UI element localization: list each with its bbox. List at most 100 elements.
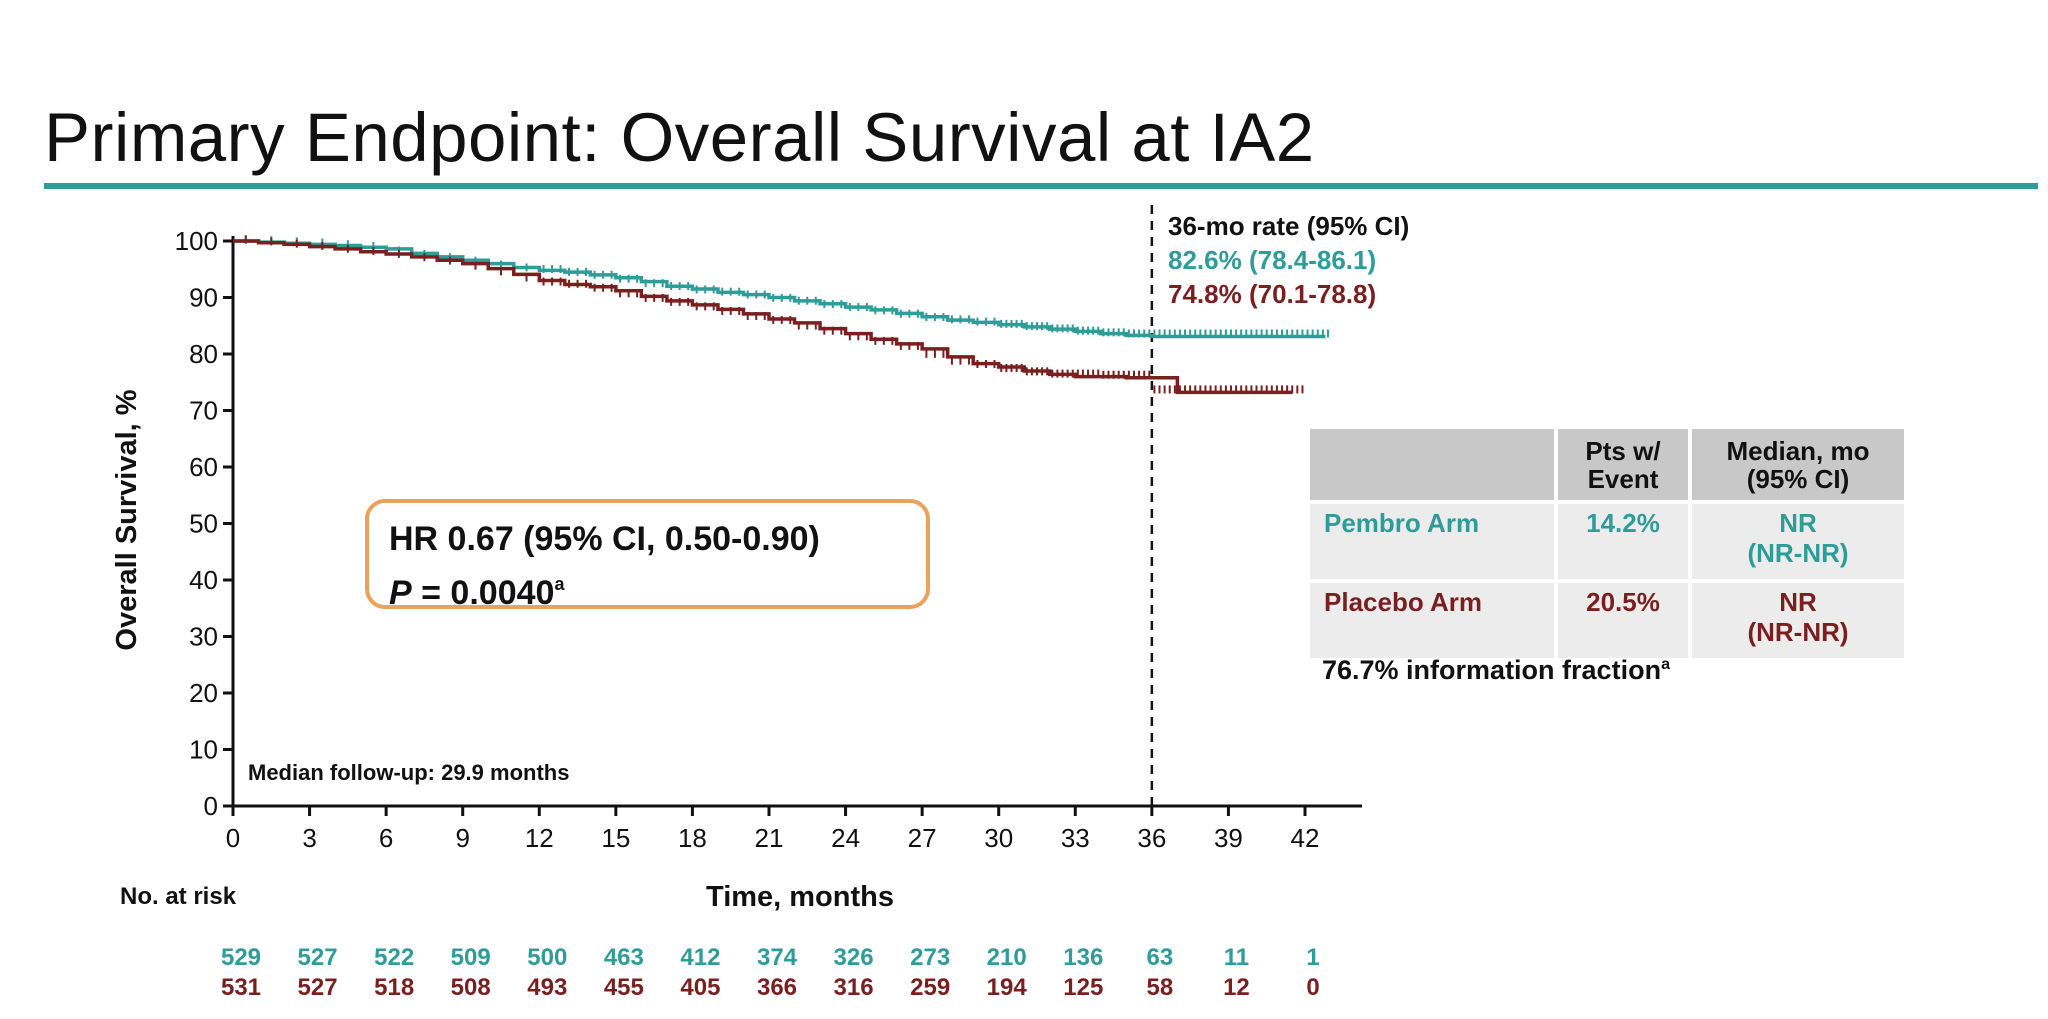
y-tick-label: 0 xyxy=(204,791,218,821)
x-tick-label: 42 xyxy=(1291,823,1320,853)
y-axis-label: Overall Survival, % xyxy=(111,389,143,650)
at-risk-value: 493 xyxy=(527,974,568,1001)
at-risk-value: 326 xyxy=(833,944,874,971)
slide-title: Primary Endpoint: Overall Survival at IA… xyxy=(44,99,1315,176)
y-tick-label: 20 xyxy=(189,678,218,708)
median-cell-pembro: NR (NR-NR) xyxy=(1692,504,1904,579)
rate-36mo-pembro: 82.6% (78.4-86.1) xyxy=(1168,245,1377,275)
at-risk-value: 136 xyxy=(1063,944,1104,971)
arm-name-pembro: Pembro Arm xyxy=(1310,504,1554,579)
at-risk-value: 518 xyxy=(374,974,415,1001)
summary-header-blank xyxy=(1310,429,1554,500)
y-tick-label: 60 xyxy=(189,452,218,482)
at-risk-value: 316 xyxy=(833,974,874,1001)
at-risk-value: 194 xyxy=(986,974,1027,1001)
median-header-line1: Median, mo xyxy=(1726,435,1870,466)
at-risk-value: 12 xyxy=(1223,974,1250,1001)
at-risk-value: 509 xyxy=(450,944,491,971)
at-risk-value: 508 xyxy=(450,974,491,1001)
x-tick-label: 3 xyxy=(302,823,316,853)
rate-36mo-placebo: 74.8% (70.1-78.8) xyxy=(1168,279,1377,309)
summary-header-events: Pts w/Event xyxy=(1558,429,1688,500)
y-tick-label: 80 xyxy=(189,339,218,369)
median-header-line2: (95% CI) xyxy=(1746,463,1850,494)
at-risk-value: 531 xyxy=(220,974,262,1001)
at-risk-row-placebo: 531 527 518 508 493 455 405 366 316 259 194 125 58 12… xyxy=(0,974,1400,1006)
x-tick-label: 30 xyxy=(984,823,1013,853)
at-risk-value: 210 xyxy=(986,944,1027,971)
rate-36mo-header: 36-mo rate (95% CI) xyxy=(1168,211,1410,241)
summary-row-pembro: Pembro Arm 14.2% NR (NR-NR) xyxy=(1310,504,1904,579)
at-risk-value: 374 xyxy=(756,944,798,971)
at-risk-value: 63 xyxy=(1146,944,1174,971)
y-tick-label: 70 xyxy=(189,396,218,426)
at-risk-value: 1 xyxy=(1306,944,1320,971)
at-risk-value: 500 xyxy=(527,944,568,971)
y-tick-label: 90 xyxy=(189,283,218,313)
p-footnote-marker: a xyxy=(554,574,565,594)
at-risk-value: 463 xyxy=(603,944,644,971)
x-axis-label: Time, months xyxy=(706,881,894,913)
at-risk-value: 273 xyxy=(910,944,951,971)
summary-header-median: Median, mo (95% CI) xyxy=(1692,429,1904,500)
at-risk-value: 11 xyxy=(1223,944,1250,971)
p-value-text: P = 0.0040a xyxy=(389,562,926,616)
at-risk-value: 0 xyxy=(1306,974,1320,1001)
at-risk-row-pembro: 529 527 522 509 500 463 412 374 326 273 210 136 63 11… xyxy=(0,944,1400,976)
km-curve-pembro xyxy=(233,239,1326,339)
x-tick-label: 39 xyxy=(1214,823,1243,853)
arm-name-placebo: Placebo Arm xyxy=(1310,583,1554,658)
events-header-line1: Pts w/ xyxy=(1585,435,1661,466)
y-tick-label: 50 xyxy=(189,509,218,539)
x-tick-label: 15 xyxy=(601,823,630,853)
y-tick-label: 40 xyxy=(189,565,218,595)
at-risk-label: No. at risk xyxy=(120,883,237,910)
x-tick-label: 12 xyxy=(525,823,554,853)
x-tick-label: 33 xyxy=(1061,823,1090,853)
information-fraction-text: 76.7% information fraction xyxy=(1322,655,1662,685)
summary-header-row: Pts w/Event Median, mo (95% CI) xyxy=(1310,429,1904,500)
x-tick-label: 27 xyxy=(908,823,937,853)
median-cell-placebo: NR (NR-NR) xyxy=(1692,583,1904,658)
x-tick-label: 6 xyxy=(379,823,393,853)
p-symbol: P xyxy=(389,574,412,612)
at-risk-value: 366 xyxy=(756,974,798,1001)
y-tick-label: 100 xyxy=(175,226,218,256)
x-tick-label: 9 xyxy=(455,823,469,853)
x-tick-label: 21 xyxy=(755,823,784,853)
information-fraction: 76.7% information fractiona xyxy=(1322,655,1670,686)
events-header-line2: Event xyxy=(1587,463,1659,494)
median-ci-pembro: (NR-NR) xyxy=(1747,538,1849,568)
y-tick-label: 30 xyxy=(189,622,218,652)
at-risk-value: 125 xyxy=(1063,974,1104,1001)
hazard-ratio-text: HR 0.67 (95% CI, 0.50-0.90) xyxy=(389,520,820,558)
km-curve-placebo xyxy=(233,239,1293,395)
x-tick-label: 18 xyxy=(678,823,707,853)
hazard-ratio-box: HR 0.67 (95% CI, 0.50-0.90) P = 0.0040a xyxy=(365,499,930,612)
median-followup: Median follow-up: 29.9 months xyxy=(248,760,570,785)
summary-row-placebo: Placebo Arm 20.5% NR (NR-NR) xyxy=(1310,583,1904,658)
p-value: = 0.0040 xyxy=(411,574,555,612)
median-pembro: NR xyxy=(1779,508,1817,538)
x-tick-label: 36 xyxy=(1137,823,1166,853)
median-placebo: NR xyxy=(1779,587,1817,617)
at-risk-value: 522 xyxy=(374,944,415,971)
x-tick-label: 24 xyxy=(831,823,860,853)
y-tick-label: 10 xyxy=(189,735,218,765)
at-risk-value: 259 xyxy=(910,974,951,1001)
events-placebo: 20.5% xyxy=(1558,583,1688,658)
summary-table: Pts w/Event Median, mo (95% CI) Pembro Ar… xyxy=(1306,425,1908,662)
at-risk-value: 405 xyxy=(680,974,721,1001)
at-risk-value: 529 xyxy=(220,944,262,971)
rate-36mo-block: 36-mo rate (95% CI) 82.6% (78.4-86.1) 74… xyxy=(1168,209,1409,311)
at-risk-value: 412 xyxy=(680,944,721,971)
x-tick-label: 0 xyxy=(226,823,240,853)
at-risk-value: 527 xyxy=(297,974,338,1001)
at-risk-value: 527 xyxy=(297,944,338,971)
median-ci-placebo: (NR-NR) xyxy=(1747,617,1849,647)
events-pembro: 14.2% xyxy=(1558,504,1688,579)
title-rule xyxy=(44,183,2038,189)
information-fraction-marker: a xyxy=(1661,656,1670,673)
at-risk-value: 58 xyxy=(1146,974,1174,1001)
